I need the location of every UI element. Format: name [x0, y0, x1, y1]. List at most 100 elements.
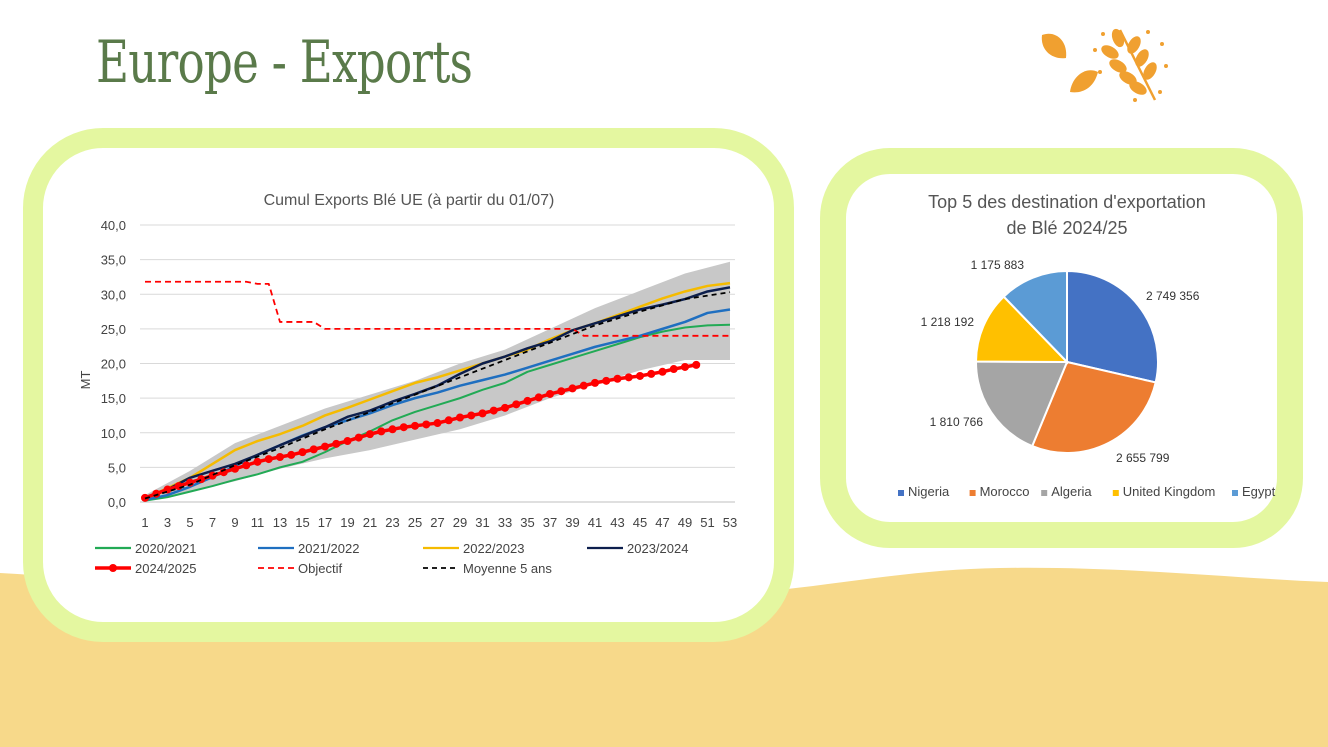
x-tick-label: 13	[273, 515, 287, 530]
data-point	[242, 461, 251, 470]
data-point	[253, 457, 262, 466]
data-point	[557, 387, 566, 396]
pie-data-label-united-kingdom: 1 218 192	[921, 315, 975, 329]
data-point	[264, 455, 273, 464]
pie-legend-label-algeria: Algeria	[1051, 484, 1092, 499]
pie-legend-label-morocco: Morocco	[980, 484, 1030, 499]
data-point	[343, 437, 352, 446]
pie-slice-algeria	[975, 360, 1069, 448]
data-point	[354, 433, 363, 442]
y-tick-label: 25,0	[101, 322, 126, 337]
data-point	[377, 427, 386, 436]
pie-slice-nigeria	[1066, 269, 1159, 384]
x-tick-label: 5	[186, 515, 193, 530]
series-line-2022-2023	[144, 281, 731, 500]
x-tick-label: 49	[678, 515, 692, 530]
data-point	[658, 367, 667, 376]
x-tick-label: 7	[209, 515, 216, 530]
x-tick-label: 41	[588, 515, 602, 530]
data-point	[332, 439, 341, 448]
series-line-objectif	[145, 280, 730, 337]
y-tick-label: 30,0	[101, 287, 126, 302]
x-tick-label: 11	[251, 515, 265, 530]
x-tick-label: 3	[164, 515, 171, 530]
x-tick-label: 25	[408, 515, 422, 530]
data-point	[287, 450, 296, 459]
x-tick-label: 17	[318, 515, 332, 530]
data-point	[309, 445, 318, 454]
x-tick-label: 53	[723, 515, 737, 530]
y-tick-label: 10,0	[101, 426, 126, 441]
data-point	[669, 365, 678, 374]
data-point	[411, 421, 419, 430]
pie-data-label-morocco: 2 655 799	[1116, 451, 1170, 465]
pie-legend-label-united-kingdom: United Kingdom	[1123, 484, 1216, 499]
series-line-2020-2021	[144, 323, 731, 502]
data-point	[512, 400, 521, 409]
x-tick-label: 1	[141, 515, 148, 530]
data-point	[276, 452, 284, 461]
legend-label-2023-2024: 2023/2024	[627, 541, 688, 556]
y-tick-label: 15,0	[101, 391, 126, 406]
data-point	[298, 448, 307, 457]
pie-legend-swatch-egypt	[1232, 490, 1238, 496]
legend-label-objectif: Objectif	[298, 561, 342, 576]
x-tick-label: 19	[340, 515, 354, 530]
data-point	[613, 374, 622, 383]
pie-legend-swatch-united-kingdom	[1112, 490, 1119, 496]
data-point	[422, 420, 431, 429]
pie-slice-morocco	[1030, 360, 1157, 454]
data-point	[602, 376, 611, 385]
data-point	[501, 403, 509, 412]
data-point	[624, 373, 633, 382]
x-tick-label: 45	[633, 515, 647, 530]
data-point	[647, 369, 656, 378]
pie-legend-swatch-morocco	[969, 490, 976, 496]
data-point	[388, 425, 397, 434]
x-tick-label: 37	[543, 515, 557, 530]
legend-label-moyenne-5-ans: Moyenne 5 ans	[463, 561, 552, 576]
pie-slice-egypt	[1002, 269, 1068, 365]
legend-label-2021-2022: 2021/2022	[298, 541, 359, 556]
y-tick-label: 0,0	[108, 495, 126, 510]
line-chart-title: Cumul Exports Blé UE (à partir du 01/07)	[264, 192, 555, 209]
data-point	[489, 406, 498, 415]
data-point	[636, 371, 644, 380]
pie-slice-united-kingdom	[974, 295, 1070, 364]
y-tick-label: 35,0	[101, 253, 126, 268]
data-point	[366, 430, 374, 439]
legend-label-2022-2023: 2022/2023	[463, 541, 524, 556]
wheat-icon	[1093, 28, 1168, 102]
x-tick-label: 9	[231, 515, 238, 530]
pie-data-label-algeria: 1 810 766	[930, 415, 984, 429]
x-tick-label: 43	[610, 515, 624, 530]
x-tick-label: 33	[498, 515, 512, 530]
pie-legend-swatch-algeria	[1041, 490, 1048, 496]
data-point	[399, 423, 408, 432]
x-tick-label: 27	[430, 515, 444, 530]
pie-data-label-nigeria: 2 749 356	[1146, 289, 1200, 303]
x-tick-label: 51	[700, 515, 714, 530]
pie-data-label-egypt: 1 175 883	[971, 258, 1025, 272]
data-point	[534, 393, 543, 402]
x-tick-label: 15	[295, 515, 309, 530]
legend-marker	[109, 564, 117, 572]
data-point	[456, 413, 464, 422]
legend-label-2024-2025: 2024/2025	[135, 561, 196, 576]
data-point	[568, 384, 577, 393]
data-point	[681, 362, 689, 371]
pie-chart-title-line-2: de Blé 2024/25	[1006, 218, 1127, 238]
data-point	[478, 409, 487, 418]
data-point	[523, 396, 532, 405]
y-tick-label: 40,0	[101, 218, 126, 233]
line-chart-frame	[23, 128, 794, 642]
leaf-icon	[1041, 33, 1098, 93]
data-point	[579, 381, 588, 390]
series-line-2021-2022	[144, 308, 731, 502]
pie-legend-swatch-nigeria	[898, 490, 904, 496]
y-tick-label: 5,0	[108, 460, 126, 475]
pie-chart-title-line-1: Top 5 des destination d'exportation	[928, 192, 1206, 212]
x-tick-label: 35	[520, 515, 534, 530]
